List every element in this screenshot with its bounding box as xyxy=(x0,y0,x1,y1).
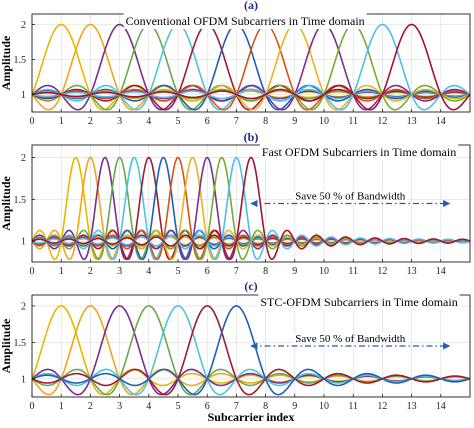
x-tick-label: 10 xyxy=(319,266,329,277)
y-tick-label: 1 xyxy=(21,374,26,385)
x-tick-label: 10 xyxy=(319,401,329,412)
x-tick-label: 4 xyxy=(146,401,151,412)
title-background xyxy=(259,144,459,160)
x-tick-label: 9 xyxy=(292,401,297,412)
x-tick-label: 1 xyxy=(59,401,64,412)
x-tick-label: 7 xyxy=(234,401,239,412)
bandwidth-annotation: Save 50 % of Bandwidth xyxy=(295,333,405,345)
x-tick-label: 7 xyxy=(234,116,239,127)
y-tick-label: 2 xyxy=(21,20,26,31)
x-tick-label: 4 xyxy=(146,266,151,277)
x-tick-label: 14 xyxy=(436,401,446,412)
x-tick-label: 5 xyxy=(176,116,181,127)
x-tick-label: 11 xyxy=(348,266,358,277)
y-axis-label: Amplitude xyxy=(0,175,13,230)
x-tick-label: 13 xyxy=(407,266,417,277)
x-tick-label: 7 xyxy=(234,266,239,277)
x-tick-label: 2 xyxy=(88,116,93,127)
series-line-5 xyxy=(32,305,470,396)
series-line-9 xyxy=(32,23,470,111)
x-tick-label: 3 xyxy=(117,116,122,127)
title-background xyxy=(123,13,367,29)
chart-title: STC-OFDM Subcarriers in Time domain xyxy=(260,295,457,309)
x-tick-label: 9 xyxy=(292,266,297,277)
bandwidth-annotation: Save 50 % of Bandwidth xyxy=(295,191,405,203)
x-tick-label: 2 xyxy=(88,401,93,412)
x-tick-label: 13 xyxy=(407,401,417,412)
panel-label: (b) xyxy=(244,130,259,144)
x-tick-label: 9 xyxy=(292,116,297,127)
y-tick-label: 2 xyxy=(21,153,26,164)
chart-panel-1: 0 1 2 3 4 5 6 7 8 9 10 11 12 13 1411.52(a)Conventional… xyxy=(0,0,471,127)
series-line-4 xyxy=(32,305,470,396)
y-tick-label: 1 xyxy=(21,90,26,101)
x-tick-label: 4 xyxy=(146,116,151,127)
y-axis-label: Amplitude xyxy=(0,318,13,373)
series-line-7 xyxy=(32,305,470,396)
x-tick-label: 6 xyxy=(205,401,210,412)
axes-frame xyxy=(31,294,471,398)
axes-frame xyxy=(31,144,471,263)
series-group xyxy=(32,23,470,111)
x-axis-label: Subcarrier index xyxy=(208,410,295,424)
x-tick-label: 8 xyxy=(263,266,268,277)
y-axis-label: Amplitude xyxy=(0,35,13,90)
x-tick-label: 1 xyxy=(59,266,64,277)
x-tick-label: 6 xyxy=(205,116,210,127)
series-line-8 xyxy=(32,23,470,111)
panel-label: (a) xyxy=(244,0,258,12)
series-group xyxy=(32,156,470,261)
annotation-background xyxy=(293,333,408,345)
y-tick-label: 1.5 xyxy=(14,195,27,206)
x-tick-label: 3 xyxy=(117,401,122,412)
x-tick-label: 12 xyxy=(377,401,387,412)
series-line-6 xyxy=(32,305,470,396)
x-tick-label: 10 xyxy=(319,116,329,127)
x-tick-label: 1 xyxy=(59,116,64,127)
x-tick-label: 12 xyxy=(377,266,387,277)
title-background xyxy=(258,294,460,310)
x-tick-label: 14 xyxy=(436,266,446,277)
x-tick-label: 0 xyxy=(30,116,35,127)
y-tick-label: 1 xyxy=(21,237,26,248)
panel-label: (c) xyxy=(244,279,257,293)
x-tick-label: 11 xyxy=(348,116,358,127)
series-line-13 xyxy=(32,156,470,261)
y-tick-label: 1.5 xyxy=(14,338,27,349)
x-tick-label: 0 xyxy=(30,266,35,277)
x-tick-label: 13 xyxy=(407,116,417,127)
series-group xyxy=(32,305,470,396)
x-tick-label: 0 xyxy=(30,401,35,412)
x-tick-label: 8 xyxy=(263,116,268,127)
y-tick-label: 2 xyxy=(21,301,26,312)
x-tick-label: 12 xyxy=(377,116,387,127)
x-tick-label: 5 xyxy=(176,401,181,412)
chart-title: Conventional OFDM Subcarriers in Time do… xyxy=(126,14,365,28)
series-line-13 xyxy=(32,23,470,111)
x-tick-label: 2 xyxy=(88,266,93,277)
y-tick-label: 1.5 xyxy=(14,55,27,66)
x-tick-label: 6 xyxy=(205,266,210,277)
x-tick-label: 14 xyxy=(436,116,446,127)
annotation-background xyxy=(293,190,408,203)
x-tick-label: 5 xyxy=(176,266,181,277)
x-tick-label: 8 xyxy=(263,401,268,412)
x-tick-label: 3 xyxy=(117,266,122,277)
x-tick-label: 11 xyxy=(348,401,358,412)
chart-title: Fast OFDM Subcarriers in Time domain xyxy=(262,145,456,159)
